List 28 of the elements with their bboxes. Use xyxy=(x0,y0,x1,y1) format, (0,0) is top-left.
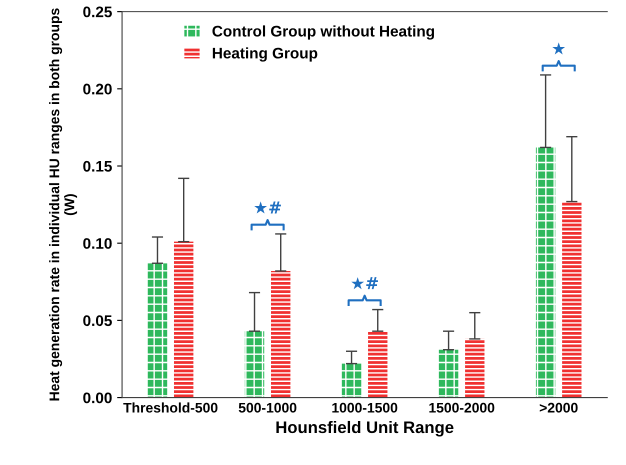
legend-label: Control Group without Heating xyxy=(212,25,434,40)
bar xyxy=(562,202,582,398)
y-tick-label: 0.10 xyxy=(83,238,112,249)
bar xyxy=(342,364,362,398)
bar xyxy=(536,147,556,398)
x-tick-label: Threshold-500 xyxy=(123,402,218,413)
bar xyxy=(174,242,194,398)
bar xyxy=(271,270,290,398)
bar xyxy=(438,350,458,398)
x-tick-label: >2000 xyxy=(540,402,578,413)
annotation: ★ xyxy=(552,42,566,55)
x-tick-label: 1500-2000 xyxy=(429,402,494,413)
legend-label: Heating Group xyxy=(212,47,318,62)
y-tick-label: 0.20 xyxy=(83,84,112,94)
y-axis-title: Heat generation rate in individual HU ranges in both groups (W) xyxy=(49,8,78,400)
annotation: ★# xyxy=(351,277,378,290)
y-tick-label: 0.15 xyxy=(83,160,112,172)
y-tick-label: 0.00 xyxy=(83,392,112,404)
x-tick-label: 1000-1500 xyxy=(332,402,398,413)
y-tick-label: 0.05 xyxy=(83,315,112,326)
bar xyxy=(148,263,168,398)
x-axis-title: Hounsfield Unit Range xyxy=(276,420,454,437)
bar xyxy=(368,331,388,398)
bar xyxy=(244,331,264,398)
y-tick-label: 0.25 xyxy=(83,6,112,18)
x-tick-label: 500-1000 xyxy=(238,402,296,413)
bar xyxy=(465,338,484,398)
annotation: ★# xyxy=(254,201,281,214)
